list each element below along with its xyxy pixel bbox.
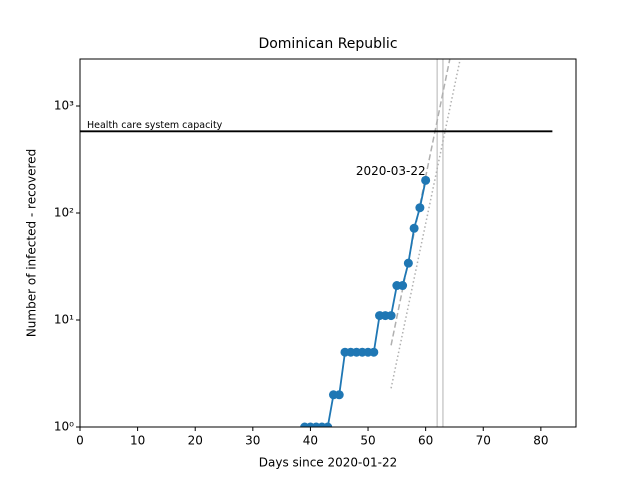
data-point — [386, 311, 396, 321]
chart-title: Dominican Republic — [258, 36, 397, 52]
capacity-label: Health care system capacity — [87, 120, 223, 131]
x-tick-label: 70 — [476, 434, 491, 448]
x-tick-label: 60 — [418, 434, 433, 448]
y-tick-label: 10² — [54, 206, 74, 220]
annotation: 2020-03-22 — [356, 164, 426, 178]
data-point — [415, 203, 425, 213]
x-axis-label: Days since 2020-01-22 — [259, 456, 398, 470]
x-tick-label: 10 — [130, 434, 145, 448]
plot-area — [80, 59, 553, 427]
y-tick-label: 10⁰ — [54, 420, 74, 434]
x-tick-label: 80 — [533, 434, 548, 448]
x-tick-label: 30 — [245, 434, 260, 448]
fit-line — [390, 59, 461, 389]
x-tick-label: 40 — [303, 434, 318, 448]
data-point — [398, 281, 408, 291]
y-axis-label: Number of infected - recovered — [25, 149, 39, 337]
data-point — [403, 258, 413, 268]
data-point — [369, 347, 379, 357]
x-tick-label: 0 — [76, 434, 84, 448]
x-tick-label: 50 — [360, 434, 375, 448]
axes-frame — [79, 58, 577, 428]
data-point — [334, 390, 344, 400]
data-point — [323, 422, 333, 427]
data-point — [421, 175, 431, 185]
y-tick-label: 10¹ — [54, 313, 74, 327]
y-tick-label: 10³ — [54, 99, 74, 113]
data-point — [409, 223, 419, 233]
series-line — [304, 180, 427, 427]
x-tick-label: 20 — [188, 434, 203, 448]
